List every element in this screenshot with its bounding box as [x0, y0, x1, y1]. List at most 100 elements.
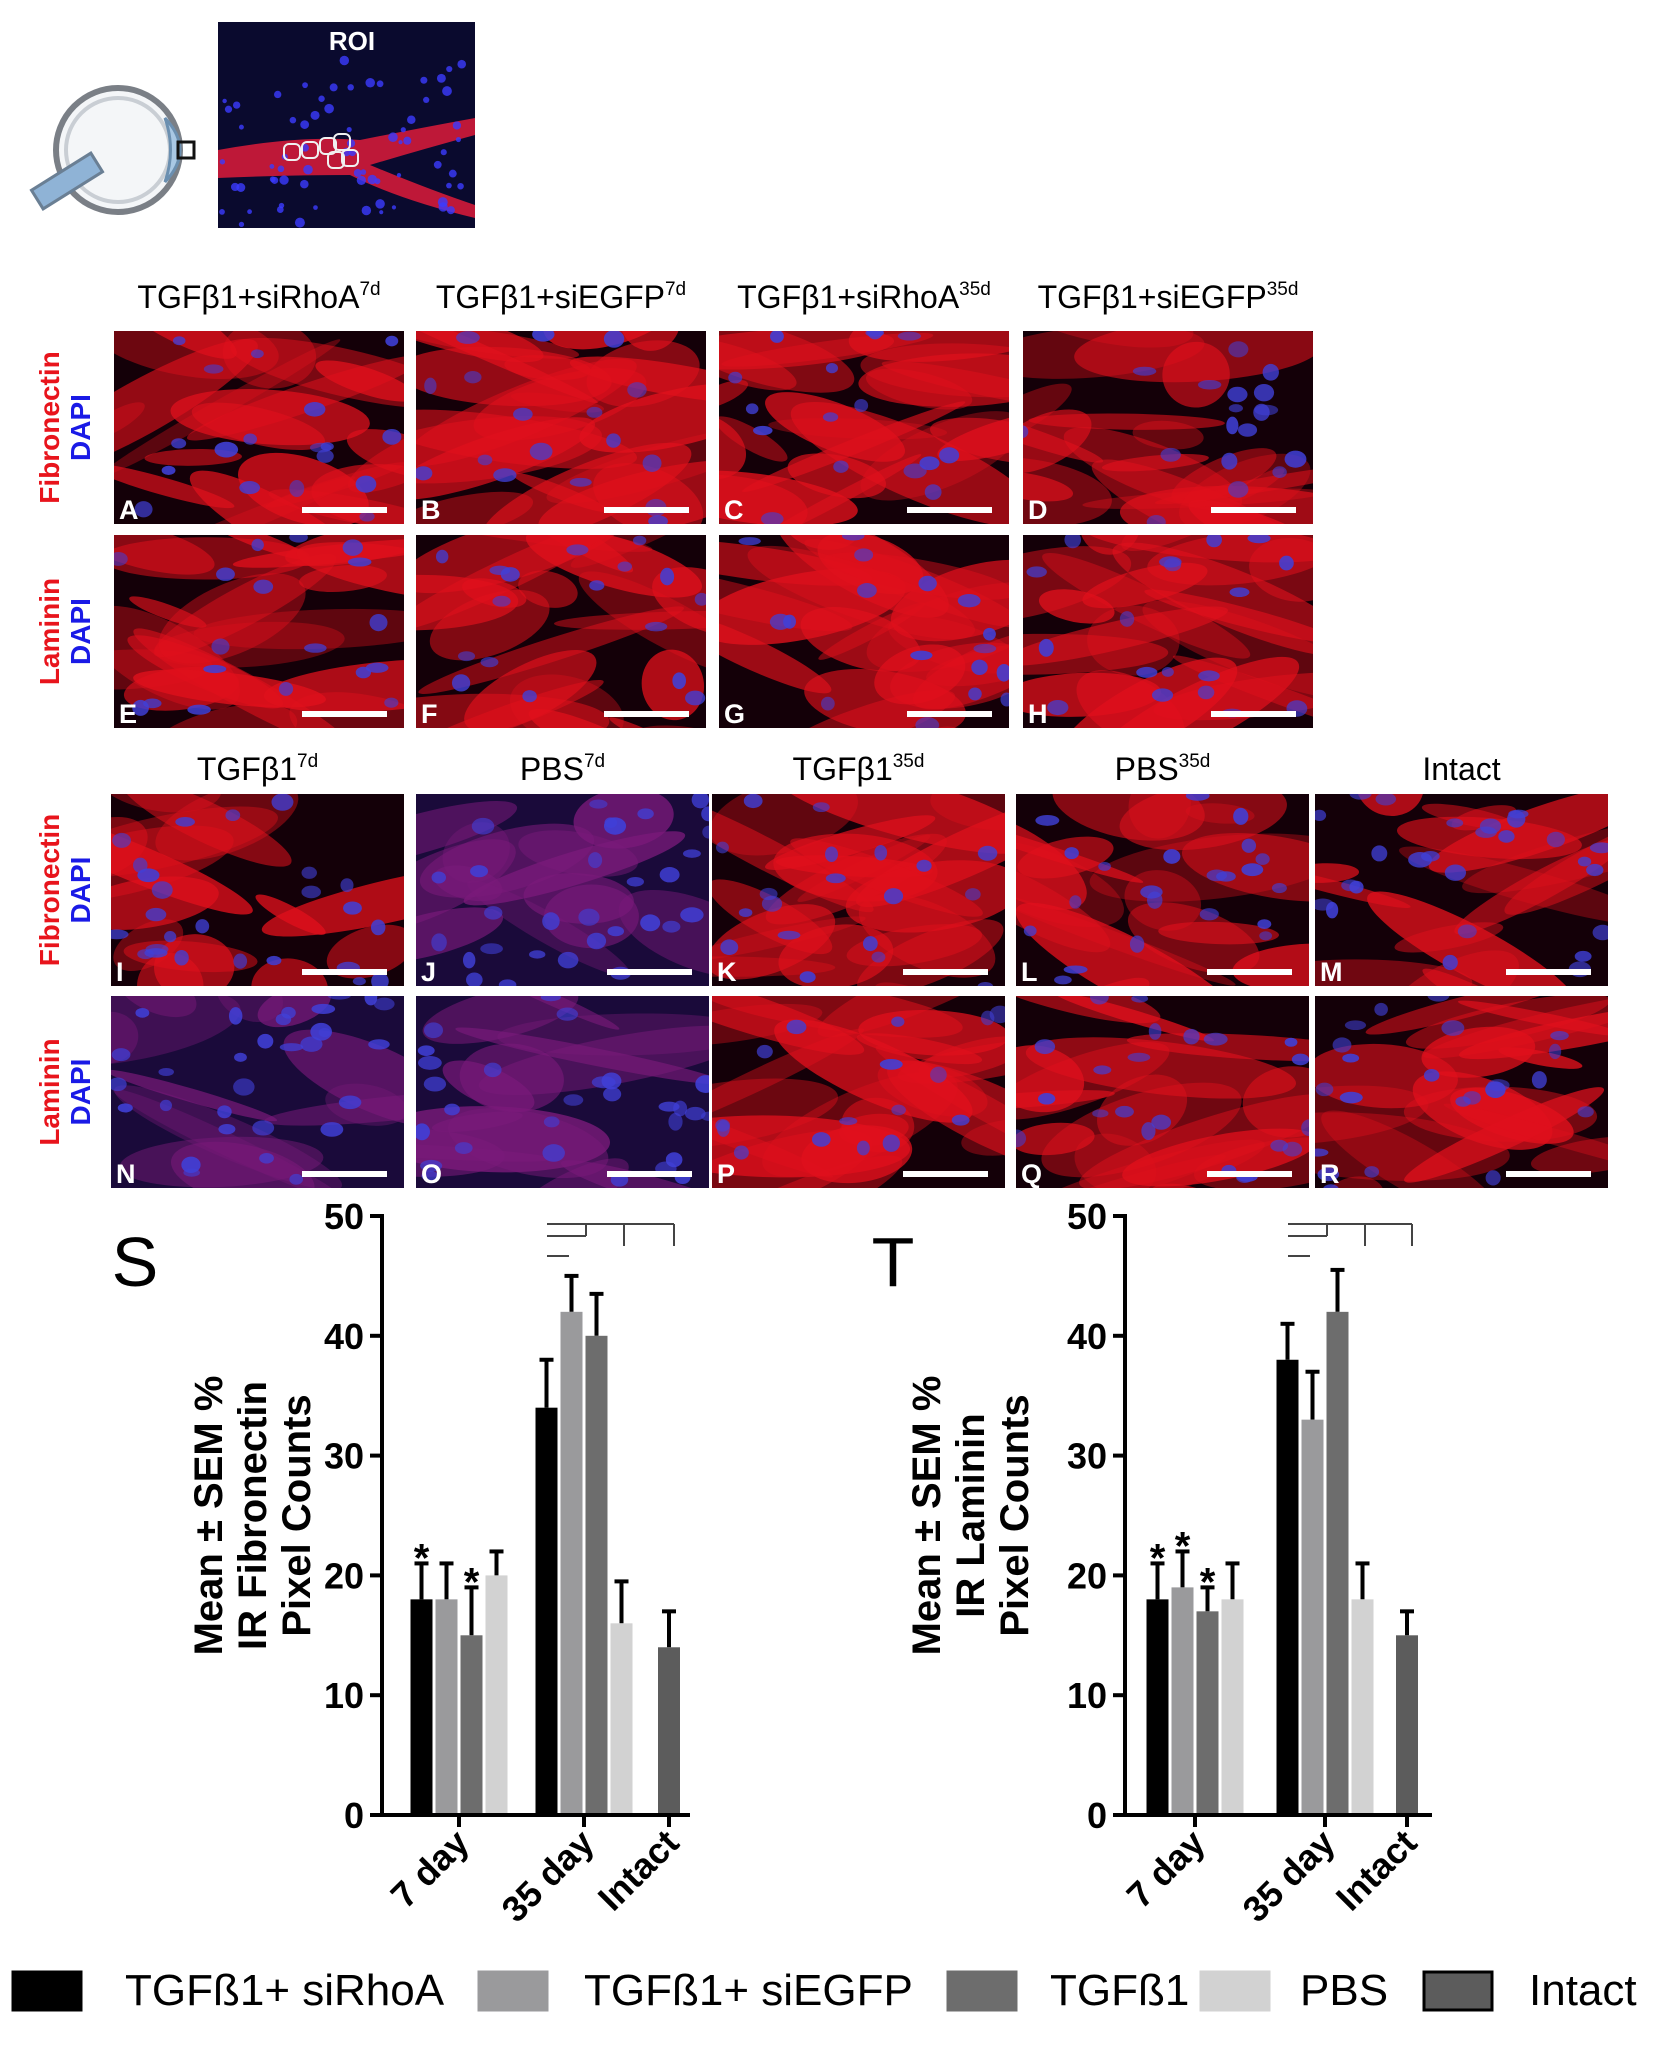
nucleus — [1301, 1119, 1310, 1137]
column-header-text: Intact — [1422, 751, 1500, 787]
fibre — [1022, 456, 1112, 525]
roi-nucleus — [446, 65, 453, 73]
nucleus — [879, 1058, 903, 1070]
y-tick-label: 20 — [324, 1555, 364, 1596]
fibre — [652, 567, 707, 637]
roi-label: ROI — [329, 26, 375, 56]
fibre — [255, 894, 326, 935]
roi-nucleus — [446, 182, 452, 189]
nucleus — [454, 1142, 473, 1154]
nucleus — [645, 621, 668, 632]
y-tick-label: 30 — [1067, 1436, 1107, 1477]
nucleus — [529, 950, 546, 959]
nucleus — [355, 475, 377, 493]
bar — [1396, 1635, 1418, 1815]
nucleus — [1475, 826, 1497, 838]
fibre — [1015, 1122, 1095, 1156]
roi-sample — [283, 143, 301, 161]
nucleus — [417, 1045, 435, 1056]
fibre — [718, 330, 895, 370]
fibre — [1365, 995, 1570, 1035]
nucleus — [672, 672, 687, 690]
nucleus — [203, 664, 227, 674]
nucleus — [1069, 895, 1082, 909]
roi-nucleus — [224, 105, 233, 113]
column-header-text: TGFβ1 — [197, 751, 297, 787]
nucleus — [543, 1116, 560, 1128]
nucleus — [1233, 807, 1249, 825]
nucleus — [300, 1036, 323, 1052]
nucleus — [1247, 534, 1271, 544]
micrograph: B — [415, 330, 707, 525]
roi-nucleus — [423, 96, 430, 104]
x-tick-label: 7 day — [1119, 1822, 1213, 1916]
micrograph: P — [711, 995, 1006, 1189]
nucleus — [1034, 1039, 1056, 1055]
roi-nucleus — [407, 115, 416, 125]
nucleus — [1349, 880, 1364, 894]
y-tick-label: 20 — [1067, 1555, 1107, 1596]
nucleus — [477, 454, 493, 466]
fibre — [158, 573, 306, 664]
nucleus — [1093, 1065, 1112, 1075]
nucleus — [640, 914, 661, 932]
fibre — [121, 793, 292, 867]
roi-nucleus — [277, 165, 285, 173]
column-header-sup: 35d — [1179, 751, 1211, 772]
nucleus — [1342, 1053, 1360, 1063]
panel-letter: Q — [1021, 1159, 1042, 1189]
nucleus — [1035, 814, 1060, 826]
fibre — [415, 679, 604, 729]
nucleus — [648, 515, 668, 525]
nucleus — [1374, 1002, 1388, 1016]
panel-letter: T — [872, 1223, 915, 1301]
nucleus — [566, 544, 589, 556]
nucleus — [1498, 830, 1515, 843]
fibre — [113, 463, 235, 509]
column-header: TGFβ1+siEGFP35d — [1038, 279, 1299, 315]
fibre — [133, 669, 326, 708]
fibre — [718, 474, 808, 525]
nucleus — [685, 690, 706, 706]
eye-globe — [53, 85, 183, 215]
nucleus — [364, 995, 378, 1006]
nucleus — [1271, 883, 1287, 894]
nucleus — [470, 865, 489, 878]
nucleus — [1228, 341, 1249, 358]
fibre — [186, 355, 405, 441]
nucleus — [951, 1114, 970, 1126]
panel-letter: P — [717, 1159, 735, 1189]
nucleus — [903, 463, 927, 479]
legend-swatch — [11, 1970, 83, 2012]
fibre — [154, 621, 345, 668]
fibre — [618, 889, 710, 978]
fibre — [1124, 870, 1202, 931]
nucleus — [1284, 450, 1307, 468]
nucleus — [897, 331, 922, 341]
nucleus — [1375, 793, 1397, 806]
bar — [485, 1575, 508, 1815]
y-axis-label: Pixel Counts — [275, 1394, 319, 1636]
fibre — [1132, 420, 1204, 450]
roi-nucleus — [442, 86, 452, 96]
nucleus — [578, 908, 600, 926]
nucleus — [133, 857, 148, 873]
column-header-text: TGFβ1+siEGFP — [1038, 279, 1267, 315]
column-header-text: PBS — [1115, 751, 1179, 787]
nucleus — [304, 643, 327, 653]
nucleus — [1089, 995, 1109, 1005]
significance-marker: * — [1175, 1524, 1191, 1568]
nucleus — [373, 997, 395, 1011]
roi-nucleus — [452, 121, 462, 130]
nucleus — [1136, 666, 1158, 678]
nucleus — [1127, 1052, 1151, 1062]
nucleus — [980, 1010, 995, 1026]
y-tick-label: 10 — [324, 1675, 364, 1716]
nucleus — [1408, 852, 1433, 868]
nucleus — [1198, 670, 1220, 682]
y-tick-label: 50 — [1067, 1196, 1107, 1237]
nucleus — [266, 955, 282, 966]
nucleus — [882, 1134, 900, 1152]
micrograph: Q — [1015, 995, 1310, 1189]
roi-nucleus — [269, 164, 275, 169]
